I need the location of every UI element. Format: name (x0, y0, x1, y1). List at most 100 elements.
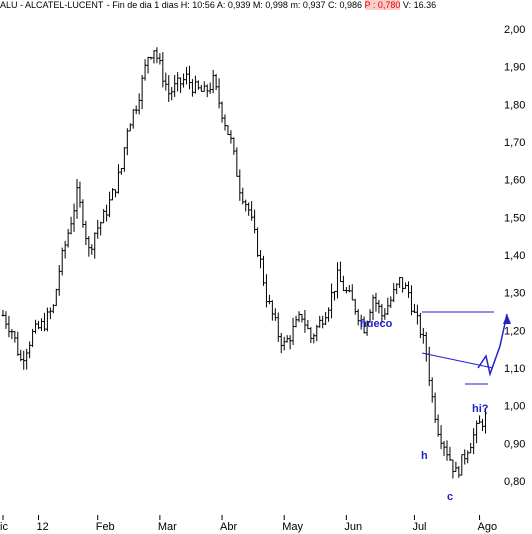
price-bar (223, 114, 227, 131)
price-bar (353, 298, 357, 315)
price-bar (134, 105, 138, 115)
price-bar (131, 109, 135, 129)
price-bar (303, 309, 307, 333)
price-bar (28, 341, 32, 359)
price-bar (324, 311, 328, 325)
price-bar (10, 328, 14, 340)
price-bar (63, 240, 67, 259)
price-bar (478, 415, 482, 424)
price-bar (371, 294, 375, 321)
x-tick-label: Feb (96, 521, 115, 533)
price-bar (146, 56, 150, 74)
x-axis: ic 12 Feb Mar Abr May Jun Jul Ago (0, 515, 497, 533)
y-tick-label: 1,00 (504, 401, 525, 413)
price-bar (365, 320, 369, 336)
price-bars (1, 47, 487, 479)
price-bar (483, 407, 487, 434)
price-bar (220, 101, 224, 123)
price-bar (199, 84, 203, 92)
price-bar (297, 311, 301, 323)
price-bar (235, 147, 239, 177)
price-bar (143, 59, 147, 81)
price-bar (409, 285, 413, 316)
x-tick-label: Mar (158, 521, 177, 533)
x-tick-label: Abr (220, 521, 237, 533)
price-bar (407, 281, 411, 298)
price-bar (327, 307, 331, 322)
y-tick-label: 1,20 (504, 325, 525, 337)
price-bar (90, 244, 94, 255)
x-tick-label: Ago (478, 521, 498, 533)
price-bar (196, 80, 200, 90)
price-bar (122, 147, 126, 172)
price-bar (232, 137, 236, 155)
price-bar (439, 425, 443, 450)
price-bar (244, 199, 248, 212)
price-bar (418, 312, 422, 339)
price-bar (401, 276, 405, 293)
price-bar (72, 203, 76, 232)
price-bar (433, 392, 437, 423)
y-axis: 2,00 1,90 1,80 1,70 1,60 1,50 1,40 1,30 1,20 1,10… (504, 24, 525, 488)
price-bar (229, 130, 233, 144)
price-bar (309, 327, 313, 343)
price-bar (300, 313, 304, 323)
price-bar (469, 442, 473, 454)
price-bar (155, 47, 159, 64)
price-bar (335, 262, 339, 299)
high-label: M: 0,998 (252, 0, 288, 10)
price-bar (279, 332, 283, 354)
price-bar (261, 255, 265, 286)
price-bar (356, 309, 360, 326)
price-bar (282, 336, 286, 351)
price-bar (7, 315, 11, 338)
price-bar (442, 441, 446, 457)
y-tick-label: 1,40 (504, 250, 525, 262)
price-bar (463, 449, 467, 465)
price-bar (69, 216, 73, 235)
price-bar (421, 327, 425, 344)
price-bar (276, 312, 280, 342)
price-bar (185, 66, 189, 85)
price-bar (214, 73, 218, 91)
price-bar (306, 320, 310, 330)
price-bar (211, 69, 215, 94)
price-bar (22, 350, 26, 370)
price-bar (264, 274, 268, 308)
price-bar (362, 316, 366, 334)
price-bar (1, 309, 5, 317)
price-bar (333, 290, 337, 301)
price-bar (273, 308, 277, 321)
price-bar (330, 283, 334, 319)
price-bar (338, 261, 342, 283)
price-bar (288, 335, 292, 350)
price-bar (78, 181, 82, 208)
price-bar (202, 81, 206, 92)
x-tick-label: ic (0, 521, 8, 533)
price-bar (105, 204, 109, 222)
price-bar (415, 304, 419, 325)
price-bar (412, 304, 416, 314)
price-bar (226, 125, 230, 136)
price-bar (176, 72, 180, 92)
price-bar (481, 418, 485, 432)
price-bar (460, 454, 464, 476)
price-bar (179, 77, 183, 94)
y-tick-label: 0,80 (504, 476, 525, 488)
price-bar (19, 349, 23, 362)
price-bar (315, 324, 319, 342)
price-bar (445, 440, 449, 461)
price-bar (285, 335, 289, 343)
change-label: P : 0,780 (364, 0, 401, 10)
price-bar (208, 82, 212, 94)
resistance-line (421, 352, 494, 369)
price-bar (253, 209, 257, 234)
y-tick-label: 2,00 (504, 24, 525, 36)
price-bar (359, 314, 363, 330)
price-bar (193, 75, 197, 94)
y-tick-label: 1,30 (504, 288, 525, 300)
price-bar (51, 304, 55, 314)
price-bar (4, 311, 8, 329)
price-bar (81, 199, 85, 228)
